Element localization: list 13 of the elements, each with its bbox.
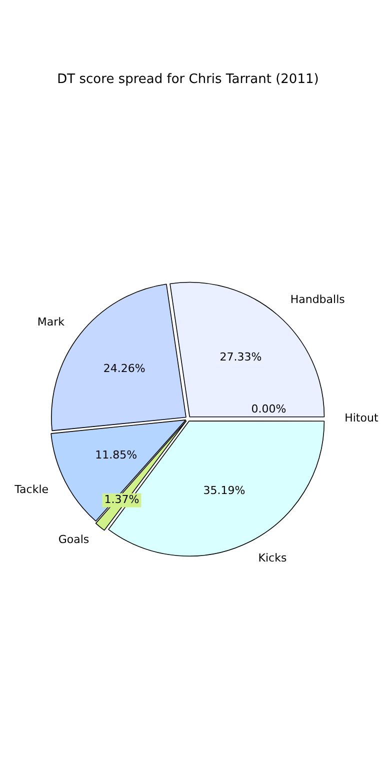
slice-label: Goals [58,533,90,546]
slice-label: Tackle [14,482,49,496]
chart-title: DT score spread for Chris Tarrant (2011) [57,72,319,88]
slice-label: Mark [37,315,66,328]
text: 0.00% [251,402,286,416]
data-label: 24.26% [103,362,146,375]
data-label: 11.85% [95,448,138,462]
data-label: 35.19% [203,484,246,497]
category-label: Hitout [344,412,378,425]
slice-label: Kicks [258,552,287,565]
data-label: 27.33% [220,350,262,364]
slice-label: Handballs [290,293,346,306]
data-label: 1.37% [104,493,140,506]
